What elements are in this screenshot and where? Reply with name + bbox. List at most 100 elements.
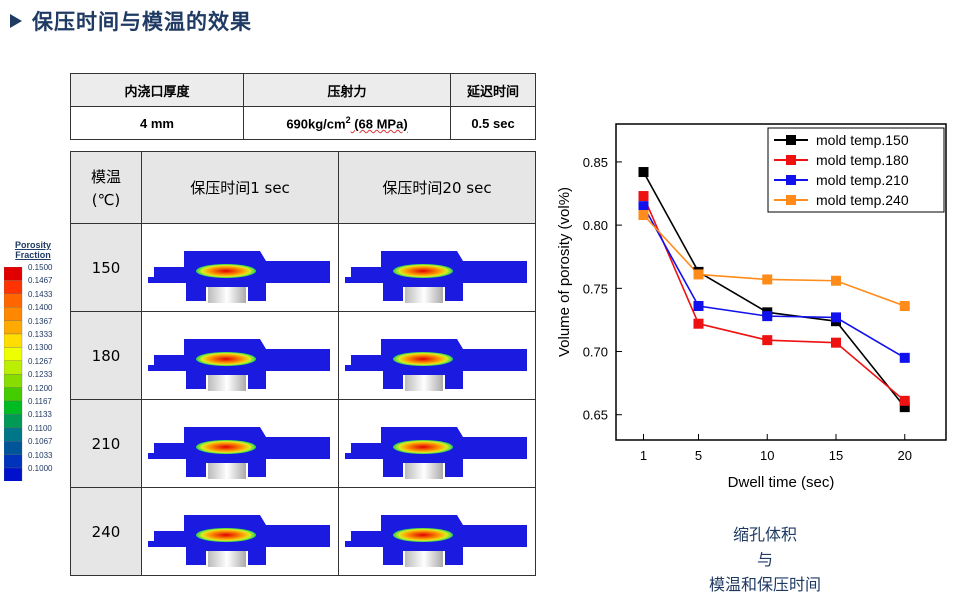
legend-entry: mold temp.150 — [816, 132, 909, 148]
legend-marker — [786, 195, 796, 205]
legend-swatch — [4, 320, 23, 335]
legend-label: 0.1300 — [28, 343, 53, 353]
series-point — [762, 335, 773, 346]
caption-line-1: 缩孔体积 — [732, 525, 797, 544]
parameter-table: 内浇口厚度 压射力 延迟时间 4 mm 690kg/cm2 (68 MPa) 0… — [70, 73, 536, 140]
porosity-zone — [196, 527, 256, 542]
y-tick-label: 0.70 — [583, 345, 608, 360]
sim-image-150-20s — [338, 223, 536, 312]
insert-shape — [405, 462, 443, 479]
series-point — [693, 318, 704, 329]
header-injection-force: 压射力 — [243, 73, 451, 107]
legend-swatch — [4, 360, 23, 375]
legend-label: 0.1033 — [28, 450, 53, 460]
x-tick-label: 20 — [898, 448, 912, 463]
legend-label: 0.1067 — [28, 437, 53, 447]
value-delay-time: 0.5 sec — [450, 106, 536, 140]
sim-image-210-1s — [141, 399, 339, 488]
y-tick-label: 0.80 — [583, 218, 608, 233]
legend-label: 0.1433 — [28, 289, 53, 299]
header-mold-temp-label: 模温 — [90, 168, 121, 186]
porosity-zone — [196, 263, 256, 278]
legend-swatch — [4, 374, 23, 388]
header-gate-thickness: 内浇口厚度 — [70, 73, 244, 107]
series-point — [899, 402, 910, 413]
header-dwell-1s: 保压时间1 sec — [141, 151, 339, 224]
porosity-sim-image — [148, 250, 330, 303]
legend-label: 0.1167 — [28, 397, 52, 406]
series-point — [638, 201, 649, 212]
legend-label: 0.1367 — [28, 316, 53, 326]
legend-swatch — [4, 427, 23, 442]
slide-title-text: 保压时间与模温的效果 — [32, 10, 252, 34]
header-mold-temp: 模温 (℃) — [70, 151, 142, 224]
legend-label: 0.1333 — [28, 330, 53, 339]
temp-180: 180 — [70, 311, 142, 400]
pressure-exponent: 2 — [345, 114, 351, 125]
legend-swatch — [4, 293, 23, 308]
temp-240: 240 — [70, 487, 142, 576]
legend-label: 0.1400 — [28, 303, 53, 313]
legend-title-fraction: Fraction — [15, 250, 51, 260]
insert-shape — [208, 462, 246, 479]
legend-entry: mold temp.240 — [816, 192, 909, 208]
y-axis-label: Volume of porosity (vol%) — [556, 187, 573, 357]
y-tick-label: 0.75 — [583, 281, 608, 296]
porosity-zone — [393, 527, 453, 542]
x-tick-label: 15 — [829, 448, 843, 463]
series-point — [899, 352, 910, 363]
legend-marker — [786, 175, 796, 185]
porosity-sim-image — [148, 514, 330, 567]
legend-label: 0.1500 — [28, 263, 53, 272]
sim-image-240-1s — [141, 487, 339, 576]
bullet-triangle-icon — [10, 14, 22, 28]
sim-image-180-1s — [141, 311, 339, 400]
porosity-sim-image — [148, 338, 330, 391]
insert-shape — [405, 374, 443, 391]
legend-swatch — [4, 454, 23, 469]
series-line — [642, 214, 906, 307]
value-injection-force: 690kg/cm2 (68 MPa) — [243, 106, 451, 140]
chart-legend-box — [767, 127, 945, 213]
insert-shape — [208, 286, 246, 303]
legend-title-porosity: Porosity — [14, 240, 51, 250]
legend-label: 0.1467 — [28, 276, 53, 286]
legend-swatch — [4, 414, 23, 428]
header-delay-time: 延迟时间 — [450, 73, 536, 107]
series-point — [762, 274, 773, 285]
series-point — [693, 301, 704, 312]
insert-shape — [405, 286, 443, 303]
plot-frame — [615, 123, 947, 441]
legend-swatch — [4, 400, 23, 415]
series-point — [638, 191, 649, 202]
series-point — [638, 167, 649, 178]
porosity-sim-image — [148, 426, 330, 479]
sim-image-240-20s — [338, 487, 536, 576]
porosity-sim-image — [345, 426, 527, 479]
y-tick-label: 0.85 — [583, 155, 608, 170]
legend-label: 0.1133 — [28, 410, 52, 420]
header-dwell-20s: 保压时间20 sec — [338, 151, 536, 224]
sim-image-210-20s — [338, 399, 536, 488]
porosity-sim-image — [345, 338, 527, 391]
legend-label: 0.1267 — [28, 356, 53, 366]
sim-image-180-20s — [338, 311, 536, 400]
porosity-zone — [196, 351, 256, 366]
series-point — [899, 395, 910, 406]
porosity-zone — [196, 439, 256, 454]
legend-swatch — [4, 347, 23, 361]
insert-shape — [208, 550, 246, 567]
value-gate-thickness: 4 mm — [70, 106, 244, 140]
legend-swatch — [4, 467, 23, 481]
insert-shape — [405, 550, 443, 567]
legend-colorbar — [4, 267, 23, 481]
results-table: 模温 (℃) 保压时间1 sec 保压时间20 sec 150 180 210 … — [70, 151, 536, 576]
legend-label: 0.1000 — [28, 464, 53, 473]
legend-entry: mold temp.210 — [816, 172, 909, 188]
chart-caption: 缩孔体积 与 模温和保压时间 — [680, 522, 850, 597]
legend-label: 0.1100 — [28, 423, 52, 433]
temp-210: 210 — [70, 399, 142, 488]
porosity-zone — [393, 263, 453, 278]
legend-swatch — [4, 267, 23, 281]
